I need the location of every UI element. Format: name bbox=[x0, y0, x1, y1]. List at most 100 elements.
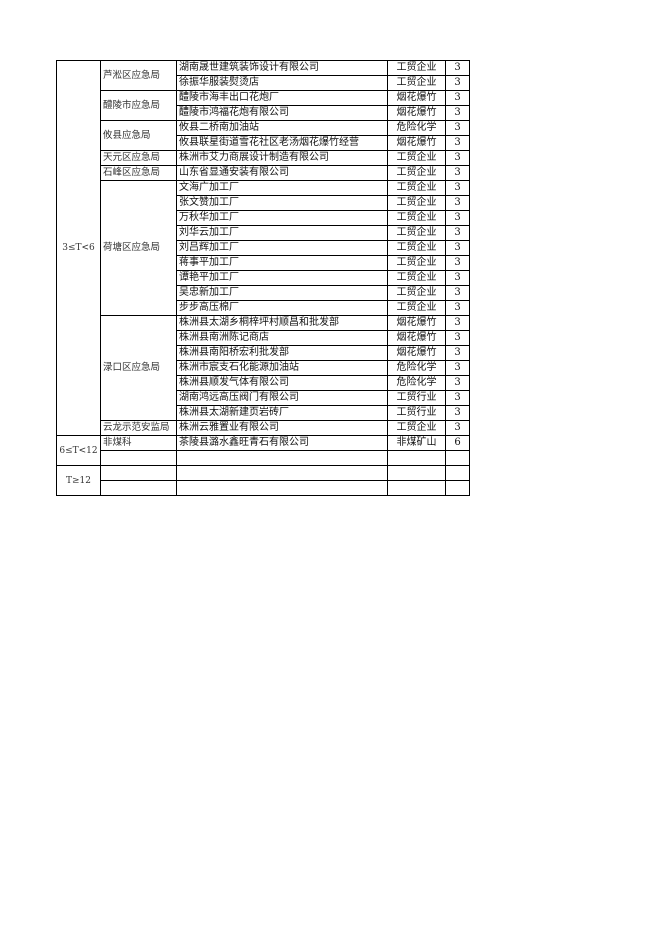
value-cell: 3 bbox=[445, 60, 470, 76]
value-cell: 3 bbox=[445, 240, 470, 256]
category-cell: 工贸行业 bbox=[387, 390, 446, 406]
value-cell: 3 bbox=[445, 120, 470, 136]
company-cell: 步步高压棉厂 bbox=[176, 300, 388, 316]
table-row: 刘华云加工厂 工贸企业 3 bbox=[57, 225, 470, 241]
value-cell: 3 bbox=[445, 90, 470, 106]
category-cell: 工贸企业 bbox=[387, 75, 446, 91]
value-cell: 3 bbox=[445, 330, 470, 346]
category-cell: 烟花爆竹 bbox=[387, 330, 446, 346]
company-cell: 株洲县太湖乡桐梓坪村顺昌和批发部 bbox=[176, 315, 388, 331]
department-cell: 渌口区应急局 bbox=[100, 315, 177, 421]
category-cell: 烟花爆竹 bbox=[387, 105, 446, 121]
company-cell: 醴陵市海丰出口花炮厂 bbox=[176, 90, 388, 106]
value-cell: 3 bbox=[445, 195, 470, 211]
department-cell: 石峰区应急局 bbox=[100, 165, 177, 181]
category-cell: 工贸企业 bbox=[387, 255, 446, 271]
value-cell: 3 bbox=[445, 165, 470, 181]
time-range-cell: 3≤T<6 bbox=[56, 60, 101, 436]
value-cell: 3 bbox=[445, 285, 470, 301]
company-cell: 张文赞加工厂 bbox=[176, 195, 388, 211]
table-row: 6≤T<12 非煤科 茶陵县潞水鑫旺青石有限公司 非煤矿山 6 bbox=[56, 435, 470, 466]
value-cell: 6 bbox=[445, 435, 470, 451]
table-row bbox=[57, 480, 470, 496]
category-cell: 工贸企业 bbox=[387, 225, 446, 241]
table-row: 蒋事平加工厂 工贸企业 3 bbox=[57, 255, 470, 271]
table-row: 荷塘区应急局 文海广加工厂 工贸企业 3 bbox=[57, 180, 470, 316]
value-cell: 3 bbox=[445, 150, 470, 166]
value-cell: 3 bbox=[445, 105, 470, 121]
company-cell: 文海广加工厂 bbox=[176, 180, 388, 196]
company-cell: 徐振华服装熨烫店 bbox=[176, 75, 388, 91]
company-cell bbox=[176, 480, 388, 496]
value-cell bbox=[445, 450, 470, 466]
category-cell: 危险化学 bbox=[387, 375, 446, 391]
value-cell bbox=[445, 465, 470, 481]
table-row: 攸县联星街道雪花社区老汤烟花爆竹经营 烟花爆竹 3 bbox=[57, 135, 470, 151]
table-row: 刘吕辉加工厂 工贸企业 3 bbox=[57, 240, 470, 256]
value-cell: 3 bbox=[445, 345, 470, 361]
table-row: 吴忠新加工厂 工贸企业 3 bbox=[57, 285, 470, 301]
company-cell: 攸县联星街道雪花社区老汤烟花爆竹经营 bbox=[176, 135, 388, 151]
value-cell: 3 bbox=[445, 420, 470, 436]
category-cell: 烟花爆竹 bbox=[387, 345, 446, 361]
table-row: 石峰区应急局 山东省显通安装有限公司 工贸企业 3 bbox=[57, 165, 470, 181]
value-cell: 3 bbox=[445, 390, 470, 406]
company-cell: 万秋华加工厂 bbox=[176, 210, 388, 226]
category-cell bbox=[387, 465, 446, 481]
company-cell: 刘华云加工厂 bbox=[176, 225, 388, 241]
time-range-cell: 6≤T<12 bbox=[56, 435, 101, 466]
value-cell: 3 bbox=[445, 180, 470, 196]
company-cell: 蒋事平加工厂 bbox=[176, 255, 388, 271]
department-cell: 芦淞区应急局 bbox=[100, 60, 177, 91]
table-row: 醴陵市鸿福花炮有限公司 烟花爆竹 3 bbox=[57, 105, 470, 121]
table-row: 醴陵市应急局 醴陵市海丰出口花炮厂 烟花爆竹 3 bbox=[57, 90, 470, 121]
table-row: T≥12 bbox=[56, 465, 470, 496]
value-cell: 3 bbox=[445, 270, 470, 286]
table-row: 3≤T<6 芦淞区应急局 湖南晟世建筑装饰设计有限公司 工贸企业 3 bbox=[56, 60, 470, 436]
category-cell: 工贸企业 bbox=[387, 180, 446, 196]
company-cell: 株洲县太湖新建页岩砖厂 bbox=[176, 405, 388, 421]
category-cell: 危险化学 bbox=[387, 120, 446, 136]
department-cell: 攸县应急局 bbox=[100, 120, 177, 151]
category-cell: 工贸企业 bbox=[387, 270, 446, 286]
value-cell: 3 bbox=[445, 300, 470, 316]
company-cell: 株洲县南阳桥宏利批发部 bbox=[176, 345, 388, 361]
table-row bbox=[57, 450, 470, 466]
table-row: 步步高压棉厂 工贸企业 3 bbox=[57, 300, 470, 316]
company-cell: 醴陵市鸿福花炮有限公司 bbox=[176, 105, 388, 121]
company-cell bbox=[176, 465, 388, 481]
category-cell: 非煤矿山 bbox=[387, 435, 446, 451]
department-cell bbox=[100, 465, 177, 481]
department-cell: 非煤科 bbox=[100, 435, 177, 451]
value-cell: 3 bbox=[445, 375, 470, 391]
company-cell: 茶陵县潞水鑫旺青石有限公司 bbox=[176, 435, 388, 451]
table-row: 株洲县南阳桥宏利批发部 烟花爆竹 3 bbox=[57, 345, 470, 361]
company-cell: 湖南晟世建筑装饰设计有限公司 bbox=[176, 60, 388, 76]
category-cell: 工贸企业 bbox=[387, 285, 446, 301]
company-cell: 湖南鸿远高压阀门有限公司 bbox=[176, 390, 388, 406]
category-cell: 工贸企业 bbox=[387, 150, 446, 166]
department-cell bbox=[100, 450, 177, 466]
category-cell: 工贸企业 bbox=[387, 240, 446, 256]
company-cell: 山东省显通安装有限公司 bbox=[176, 165, 388, 181]
table-row: 天元区应急局 株洲市艾力商展设计制造有限公司 工贸企业 3 bbox=[57, 150, 470, 166]
category-cell: 工贸企业 bbox=[387, 420, 446, 436]
company-cell bbox=[176, 450, 388, 466]
table-row: 攸县应急局 攸县二桥南加油站 危险化学 3 bbox=[57, 120, 470, 151]
table-row: 张文赞加工厂 工贸企业 3 bbox=[57, 195, 470, 211]
value-cell: 3 bbox=[445, 225, 470, 241]
category-cell: 工贸企业 bbox=[387, 60, 446, 76]
value-cell: 3 bbox=[445, 360, 470, 376]
value-cell: 3 bbox=[445, 75, 470, 91]
company-cell: 攸县二桥南加油站 bbox=[176, 120, 388, 136]
category-cell bbox=[387, 480, 446, 496]
company-cell: 株洲县顺发气体有限公司 bbox=[176, 375, 388, 391]
hazard-table: 3≤T<6 芦淞区应急局 湖南晟世建筑装饰设计有限公司 工贸企业 3 徐振华服装熨烫店 工贸… bbox=[56, 60, 470, 496]
category-cell: 烟花爆竹 bbox=[387, 315, 446, 331]
table-row: 云龙示范安监局 株洲云雅置业有限公司 工贸企业 3 bbox=[57, 420, 470, 436]
value-cell bbox=[445, 480, 470, 496]
value-cell: 3 bbox=[445, 255, 470, 271]
value-cell: 3 bbox=[445, 210, 470, 226]
department-cell: 醴陵市应急局 bbox=[100, 90, 177, 121]
company-cell: 株洲市艾力商展设计制造有限公司 bbox=[176, 150, 388, 166]
